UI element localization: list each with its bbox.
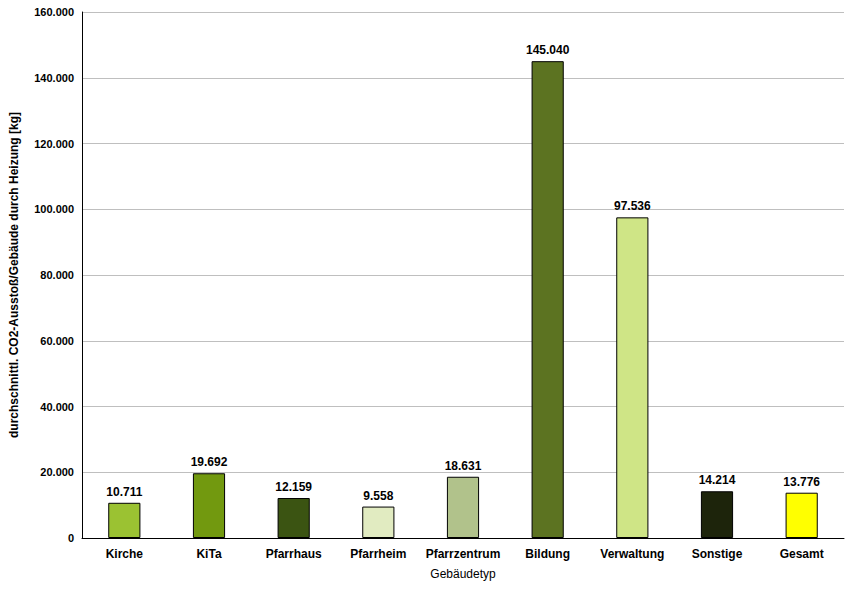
svg-text:Bildung: Bildung (525, 547, 570, 561)
svg-text:Pfarrzentrum: Pfarrzentrum (426, 547, 501, 561)
svg-text:Gesamt: Gesamt (780, 547, 824, 561)
svg-text:Verwaltung: Verwaltung (600, 547, 664, 561)
svg-text:0: 0 (68, 532, 74, 544)
svg-text:100.000: 100.000 (34, 203, 74, 215)
svg-text:10.711: 10.711 (106, 485, 142, 499)
svg-text:145.040: 145.040 (526, 43, 570, 57)
svg-text:Pfarrhaus: Pfarrhaus (266, 547, 322, 561)
svg-text:Pfarrheim: Pfarrheim (350, 547, 406, 561)
svg-text:20.000: 20.000 (40, 466, 74, 478)
svg-text:160.000: 160.000 (34, 6, 74, 18)
svg-text:140.000: 140.000 (34, 72, 74, 84)
svg-text:Gebäudetyp: Gebäudetyp (430, 567, 496, 581)
svg-text:Sonstige: Sonstige (692, 547, 743, 561)
svg-text:9.558: 9.558 (363, 489, 393, 503)
svg-text:KiTa: KiTa (196, 547, 221, 561)
svg-text:durchschnittl. CO2-Ausstoß/Geb: durchschnittl. CO2-Ausstoß/Gebäude durch… (7, 112, 21, 438)
svg-text:40.000: 40.000 (40, 401, 74, 413)
svg-text:19.692: 19.692 (191, 455, 228, 469)
svg-text:80.000: 80.000 (40, 269, 74, 281)
svg-text:120.000: 120.000 (34, 138, 74, 150)
svg-text:13.776: 13.776 (783, 475, 820, 489)
svg-text:18.631: 18.631 (445, 459, 482, 473)
svg-text:Kirche: Kirche (106, 547, 144, 561)
svg-text:60.000: 60.000 (40, 335, 74, 347)
svg-text:12.159: 12.159 (275, 480, 312, 494)
svg-text:14.214: 14.214 (699, 473, 736, 487)
svg-text:97.536: 97.536 (614, 199, 651, 213)
